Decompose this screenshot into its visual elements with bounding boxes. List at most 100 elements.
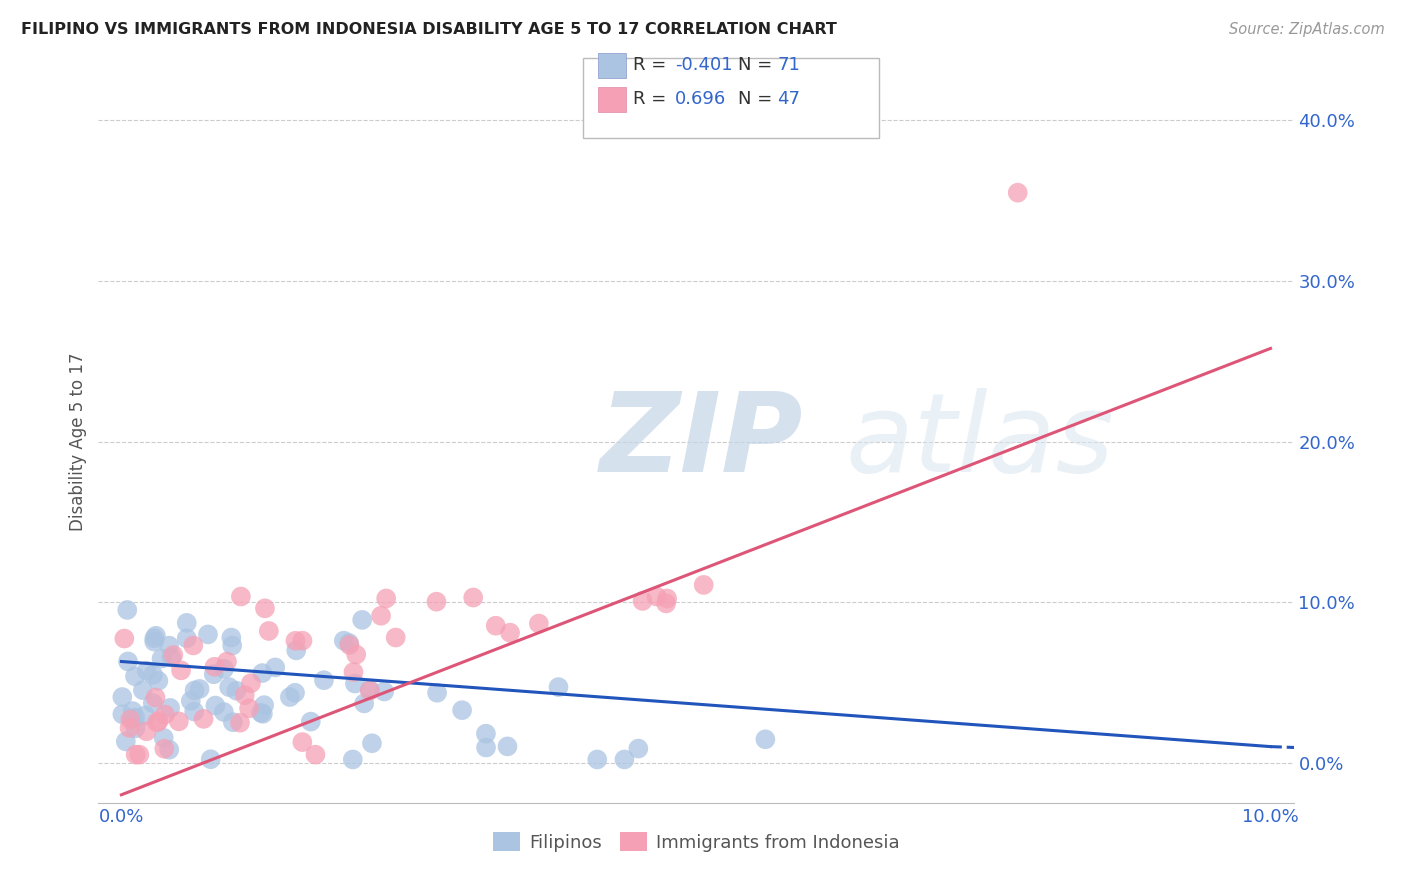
- Point: [176, 632, 198, 646]
- Point: [304, 747, 326, 762]
- Point: [117, 603, 139, 617]
- Point: [370, 608, 392, 623]
- Point: [218, 680, 240, 694]
- Point: [121, 711, 143, 725]
- Point: [132, 683, 155, 698]
- Point: [167, 714, 190, 729]
- Point: [496, 739, 519, 754]
- Point: [692, 578, 714, 592]
- Point: [197, 627, 219, 641]
- Point: [124, 722, 146, 736]
- Point: [333, 633, 356, 648]
- Text: atlas: atlas: [845, 388, 1114, 495]
- Point: [627, 741, 650, 756]
- Text: 71: 71: [778, 56, 800, 74]
- Point: [253, 698, 276, 713]
- Point: [120, 713, 142, 727]
- Point: [188, 681, 211, 696]
- Point: [118, 721, 141, 735]
- Point: [250, 706, 273, 720]
- Point: [121, 704, 143, 718]
- Point: [148, 673, 170, 688]
- Point: [159, 701, 181, 715]
- Point: [181, 639, 204, 653]
- Point: [499, 625, 522, 640]
- Point: [645, 590, 668, 604]
- Point: [337, 636, 360, 650]
- Point: [239, 676, 262, 690]
- Point: [547, 680, 569, 694]
- Text: FILIPINO VS IMMIGRANTS FROM INDONESIA DISABILITY AGE 5 TO 17 CORRELATION CHART: FILIPINO VS IMMIGRANTS FROM INDONESIA DI…: [21, 22, 837, 37]
- Text: R =: R =: [633, 56, 672, 74]
- Point: [145, 690, 167, 705]
- Point: [225, 683, 247, 698]
- Point: [114, 734, 136, 748]
- Point: [180, 694, 202, 708]
- Point: [359, 683, 381, 698]
- Point: [202, 667, 225, 681]
- Point: [353, 697, 375, 711]
- Point: [252, 666, 274, 681]
- Point: [361, 736, 384, 750]
- Point: [212, 662, 235, 676]
- Point: [343, 676, 366, 690]
- Point: [193, 712, 215, 726]
- Point: [117, 655, 139, 669]
- Point: [451, 703, 474, 717]
- Point: [183, 683, 205, 698]
- Point: [257, 624, 280, 638]
- Point: [278, 690, 301, 704]
- Point: [344, 648, 367, 662]
- Point: [233, 688, 256, 702]
- Point: [145, 629, 167, 643]
- Point: [124, 747, 146, 762]
- Text: N =: N =: [738, 90, 778, 108]
- Point: [157, 743, 180, 757]
- Point: [160, 650, 183, 665]
- Legend: Filipinos, Immigrants from Indonesia: Filipinos, Immigrants from Indonesia: [485, 825, 907, 859]
- Point: [485, 618, 508, 632]
- Point: [212, 705, 235, 719]
- Point: [253, 601, 276, 615]
- Point: [215, 655, 238, 669]
- Point: [425, 595, 447, 609]
- Point: [284, 686, 307, 700]
- Point: [613, 752, 636, 766]
- Point: [183, 705, 205, 719]
- Point: [586, 752, 609, 766]
- Point: [342, 665, 364, 679]
- Point: [111, 707, 134, 722]
- Point: [143, 632, 166, 646]
- Point: [142, 696, 165, 710]
- Point: [134, 708, 156, 723]
- Point: [162, 648, 184, 662]
- Point: [238, 701, 260, 715]
- Point: [135, 664, 157, 678]
- Point: [146, 715, 169, 730]
- Point: [631, 594, 654, 608]
- Point: [200, 752, 222, 766]
- Point: [284, 633, 307, 648]
- Point: [312, 673, 335, 688]
- Point: [426, 686, 449, 700]
- Point: [229, 590, 252, 604]
- Text: N =: N =: [738, 56, 778, 74]
- Point: [291, 735, 314, 749]
- Point: [342, 752, 364, 766]
- Point: [152, 731, 174, 745]
- Text: ZIP: ZIP: [600, 388, 804, 495]
- Text: R =: R =: [633, 90, 672, 108]
- Text: 0.696: 0.696: [675, 90, 725, 108]
- Point: [124, 710, 146, 724]
- Point: [142, 668, 165, 682]
- Point: [375, 591, 398, 606]
- Point: [148, 714, 170, 728]
- Text: Source: ZipAtlas.com: Source: ZipAtlas.com: [1229, 22, 1385, 37]
- Point: [299, 714, 322, 729]
- Point: [229, 715, 252, 730]
- Point: [655, 591, 678, 606]
- Point: [373, 684, 395, 698]
- Point: [475, 740, 498, 755]
- Point: [655, 596, 678, 610]
- Point: [221, 639, 243, 653]
